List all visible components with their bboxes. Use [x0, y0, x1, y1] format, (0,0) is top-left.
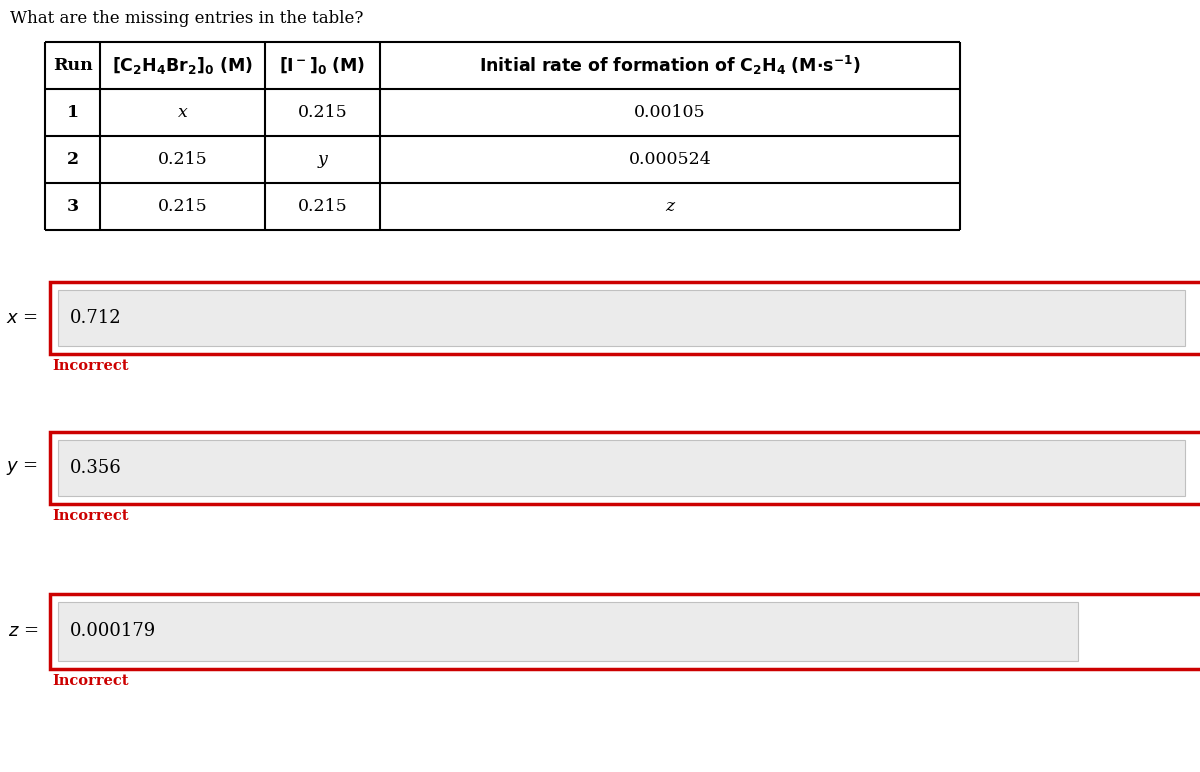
Text: 0.215: 0.215: [298, 104, 347, 121]
Text: $\mathbf{[I^-]_0}$ $\mathbf{(M)}$: $\mathbf{[I^-]_0}$ $\mathbf{(M)}$: [280, 55, 366, 76]
Text: 0.712: 0.712: [70, 309, 121, 327]
Text: Incorrect: Incorrect: [52, 509, 128, 523]
Text: 0.215: 0.215: [157, 151, 208, 168]
Text: 0.215: 0.215: [298, 198, 347, 215]
Text: 0.356: 0.356: [70, 459, 121, 477]
Text: 0.000524: 0.000524: [629, 151, 712, 168]
Text: $\mathbf{Initial\ rate\ of\ formation\ of\ C_2H_4\ (M{\cdot}s^{-1})}$: $\mathbf{Initial\ rate\ of\ formation\ o…: [479, 54, 860, 77]
Text: Incorrect: Incorrect: [52, 674, 128, 688]
Text: Run: Run: [53, 57, 92, 74]
Bar: [58, 440, 1186, 496]
Bar: [50, 432, 1200, 504]
Text: Incorrect: Incorrect: [52, 359, 128, 373]
Text: $y$ =: $y$ =: [6, 459, 38, 477]
Text: 0.00105: 0.00105: [634, 104, 706, 121]
Bar: [58, 290, 1186, 346]
Text: 2: 2: [66, 151, 78, 168]
Text: $\mathbf{[C_2H_4Br_2]_0}$ $\mathbf{(M)}$: $\mathbf{[C_2H_4Br_2]_0}$ $\mathbf{(M)}$: [112, 55, 253, 76]
Text: z: z: [666, 198, 674, 215]
Text: 1: 1: [66, 104, 78, 121]
Text: $x$ =: $x$ =: [6, 309, 38, 327]
Bar: [58, 602, 1078, 661]
Text: $z$ =: $z$ =: [7, 622, 38, 641]
Text: x: x: [178, 104, 187, 121]
Text: 0.215: 0.215: [157, 198, 208, 215]
Text: y: y: [318, 151, 328, 168]
Text: What are the missing entries in the table?: What are the missing entries in the tabl…: [10, 10, 364, 27]
Bar: [50, 282, 1200, 354]
Bar: [50, 594, 1200, 669]
Text: 3: 3: [66, 198, 78, 215]
Text: 0.000179: 0.000179: [70, 622, 156, 641]
